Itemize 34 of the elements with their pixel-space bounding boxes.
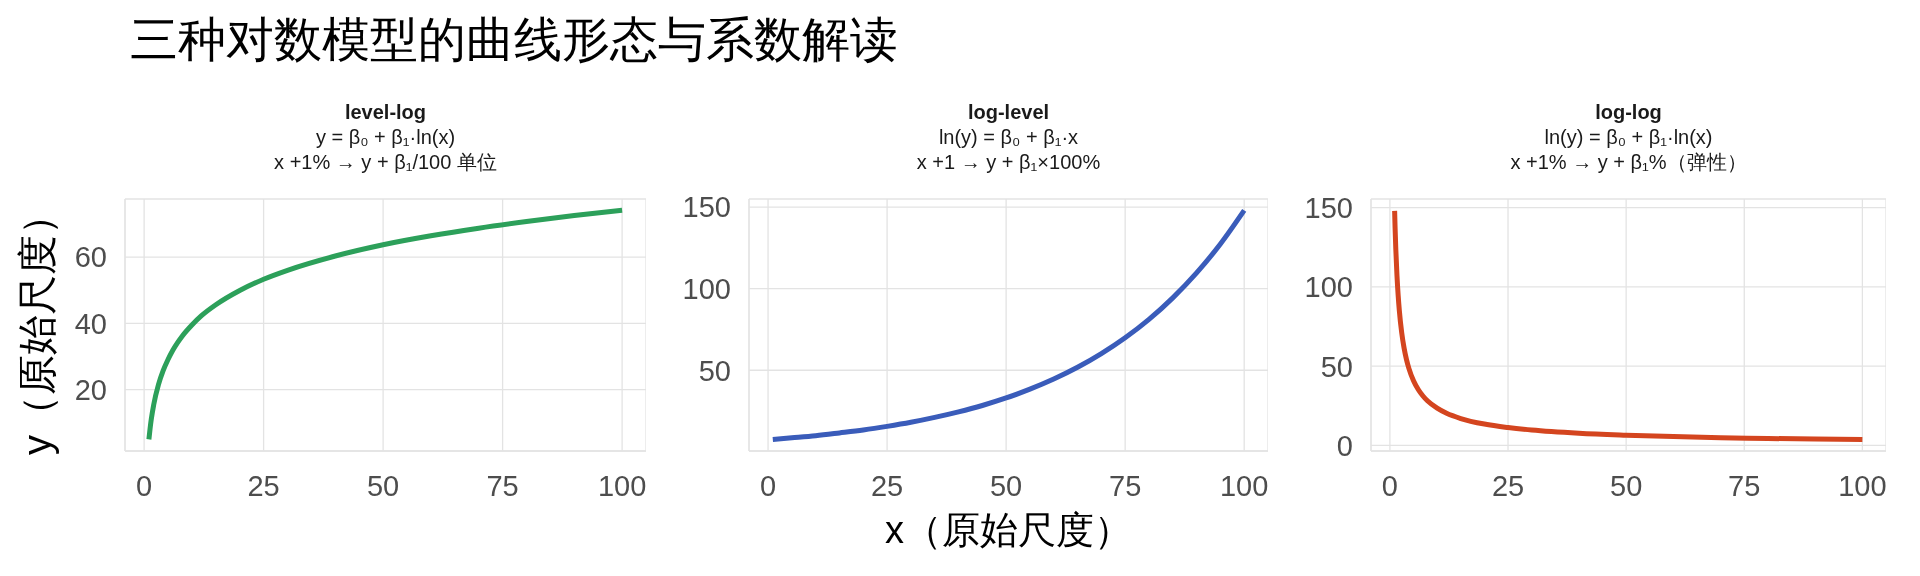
chart-title: level-log <box>343 100 428 125</box>
x-axis-title: x（原始尺度） <box>885 507 1132 553</box>
y-tick-label: 100 <box>1304 271 1353 304</box>
chart-subtitle: y = β₀ + β₁·ln(x) x +1% → y + β₁/100 单位 <box>273 125 498 175</box>
x-tick-label: 0 <box>136 469 153 502</box>
x-tick-label: 50 <box>1610 469 1643 502</box>
x-tick-label: 75 <box>486 469 519 502</box>
y-tick-label: 0 <box>1336 429 1353 462</box>
x-tick-label: 25 <box>247 469 280 502</box>
chart-title: log-level <box>966 100 1051 125</box>
chart-title: log-log <box>1594 100 1663 125</box>
x-tick-label: 50 <box>989 469 1023 502</box>
x-tick-label: 100 <box>597 469 647 502</box>
y-tick-label: 60 <box>74 241 107 274</box>
x-tick-label: 100 <box>1220 469 1269 502</box>
y-tick-label: 20 <box>74 373 107 406</box>
text: 三种对数模型的曲线形态与系数解读 <box>130 12 898 68</box>
y-tick-label: 40 <box>74 307 107 340</box>
chart-subtitle: ln(y) = β₀ + β₁·ln(x) x +1% → y + β₁%（弹性） <box>1509 125 1748 175</box>
y-tick-label: 150 <box>682 191 731 224</box>
y-axis-title: y（原始尺度） <box>13 195 60 455</box>
x-tick-label: 100 <box>1838 469 1887 502</box>
chart-subtitle: ln(y) = β₀ + β₁·x x +1 → y + β₁×100% <box>915 125 1102 175</box>
x-tick-label: 0 <box>1381 469 1398 502</box>
x-tick-label: 75 <box>1109 469 1142 502</box>
y-tick-label: 50 <box>1320 350 1353 383</box>
x-tick-label: 50 <box>366 469 400 502</box>
x-tick-label: 25 <box>870 469 904 502</box>
y-tick-label: 100 <box>682 273 731 305</box>
y-tick-label: 50 <box>698 354 731 387</box>
x-tick-label: 0 <box>759 469 777 502</box>
x-tick-label: 25 <box>1491 469 1525 502</box>
x-tick-label: 75 <box>1728 469 1761 502</box>
y-tick-label: 150 <box>1304 192 1353 225</box>
